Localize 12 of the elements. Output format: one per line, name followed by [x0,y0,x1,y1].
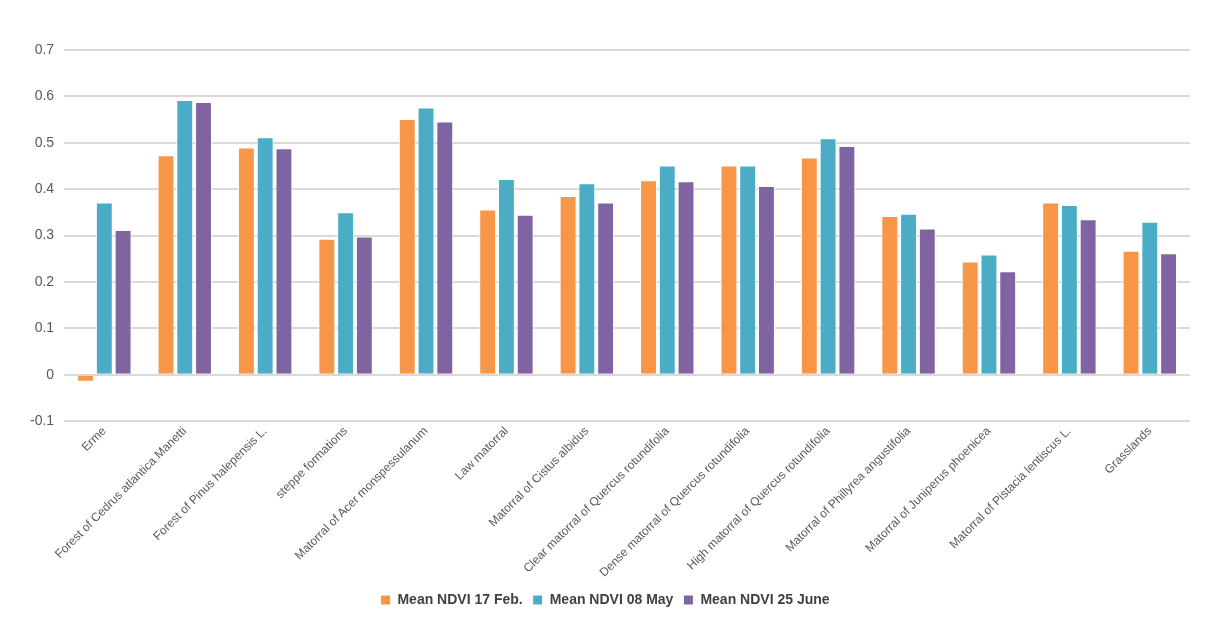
y-tick-label: -0.1 [30,411,55,428]
y-tick-label: 0.3 [34,226,55,243]
legend-label: Mean NDVI 25 June [700,590,830,607]
y-tick-label: 0.7 [34,40,55,57]
y-tick-label: 0 [46,365,55,382]
y-tick-label: 0.2 [34,272,55,289]
legend-label: Mean NDVI 08 May [549,590,674,607]
y-tick-label: 0.5 [34,133,55,150]
y-tick-label: 0.1 [34,319,55,336]
legend-label: Mean NDVI 17 Feb. [397,590,523,607]
y-tick-label: 0.6 [34,87,55,104]
y-tick-label: 0.4 [34,180,55,197]
